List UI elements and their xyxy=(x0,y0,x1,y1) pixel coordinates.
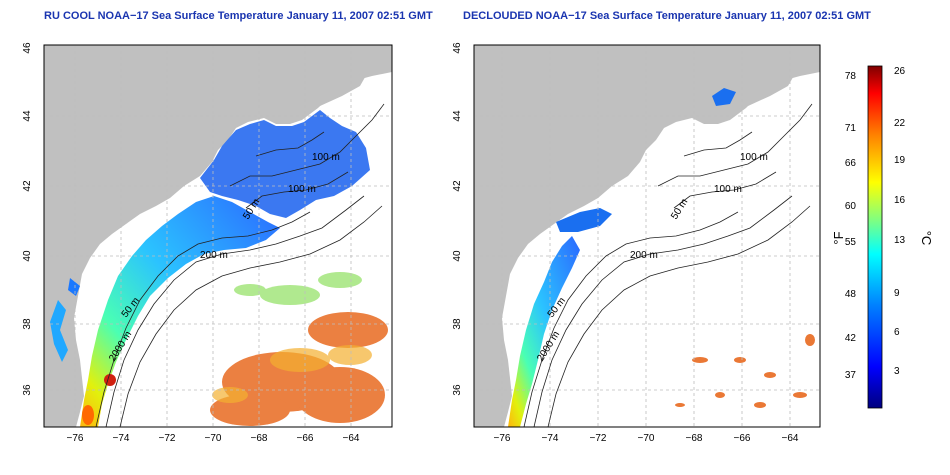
lat-tick: 38 xyxy=(22,318,33,330)
lat-tick: 40 xyxy=(22,250,33,262)
left-map-chesapeake xyxy=(50,300,68,362)
lat-tick: 38 xyxy=(452,318,463,330)
lon-tick: −66 xyxy=(734,433,751,444)
left-map-bathymetry xyxy=(95,103,385,428)
right-map-sst-coastal xyxy=(508,236,580,427)
left-map-sst-gulf-stream xyxy=(210,312,388,426)
lon-tick: −68 xyxy=(251,433,268,444)
celsius-tick: 6 xyxy=(894,327,900,338)
lon-tick: −72 xyxy=(159,433,176,444)
left-map-sst-coastal xyxy=(80,196,280,427)
left-map-land-nova-scotia xyxy=(290,70,368,114)
fahrenheit-tick: 37 xyxy=(845,370,857,381)
lat-tick: 46 xyxy=(452,42,463,54)
lon-tick: −70 xyxy=(638,433,655,444)
right-map-grid xyxy=(474,45,820,427)
lat-tick: 46 xyxy=(22,42,33,54)
celsius-tick: 13 xyxy=(894,235,906,246)
contour-label: 200 m xyxy=(630,250,658,261)
right-map-sst-warm-patches xyxy=(675,334,815,408)
right-map-bathymetry xyxy=(523,103,813,428)
right-map: 100 m 100 m 50 m 200 m 50 m 2000 m −76 −… xyxy=(452,42,821,444)
left-map-title: RU COOL NOAA−17 Sea Surface Temperature … xyxy=(44,10,433,22)
lat-tick: 42 xyxy=(22,180,33,192)
right-map-lon-ticks: −76 −74 −72 −70 −68 −66 −64 xyxy=(494,433,799,444)
celsius-tick: 19 xyxy=(894,155,906,166)
lat-tick: 36 xyxy=(452,384,463,396)
left-map-sst-gulf-of-maine xyxy=(200,110,370,218)
contour-label: 200 m xyxy=(200,250,228,261)
fahrenheit-tick: 71 xyxy=(845,123,857,134)
lat-tick: 36 xyxy=(22,384,33,396)
fahrenheit-tick: 42 xyxy=(845,333,857,344)
left-map-delaware-bay xyxy=(68,278,80,296)
fahrenheit-tick: 48 xyxy=(845,289,857,300)
fahrenheit-unit: °F xyxy=(831,231,846,244)
colorbar-celsius-ticks: 26 22 19 16 13 9 6 3 xyxy=(894,66,906,377)
left-map-land xyxy=(44,45,392,427)
lon-tick: −72 xyxy=(590,433,607,444)
fahrenheit-tick: 55 xyxy=(845,237,857,248)
lon-tick: −74 xyxy=(542,433,559,444)
celsius-unit: °C xyxy=(919,231,934,246)
colorbar: 78 71 66 60 55 48 42 37 26 22 19 16 13 9… xyxy=(831,65,934,409)
right-map-land-nova-scotia xyxy=(718,70,796,114)
fahrenheit-tick: 60 xyxy=(845,201,857,212)
lon-tick: −66 xyxy=(297,433,314,444)
fahrenheit-tick: 66 xyxy=(845,158,857,169)
colorbar-fahrenheit-ticks: 78 71 66 60 55 48 42 37 xyxy=(845,71,857,381)
celsius-tick: 22 xyxy=(894,118,906,129)
left-map-land-ne xyxy=(352,45,392,70)
right-map-land xyxy=(474,45,820,427)
right-map-frame xyxy=(473,44,821,428)
contour-label: 100 m xyxy=(740,152,768,163)
fahrenheit-tick: 78 xyxy=(845,71,857,82)
left-map-lat-ticks: 36 38 40 42 44 46 xyxy=(22,42,33,396)
right-map-title: DECLOUDED NOAA−17 Sea Surface Temperatur… xyxy=(463,10,871,22)
lon-tick: −70 xyxy=(205,433,222,444)
lon-tick: −74 xyxy=(113,433,130,444)
celsius-tick: 9 xyxy=(894,288,900,299)
contour-label: 100 m xyxy=(312,152,340,163)
lat-tick: 40 xyxy=(452,250,463,262)
left-map-frame xyxy=(43,44,393,428)
lon-tick: −68 xyxy=(686,433,703,444)
left-map: 100 m 100 m 50 m 200 m 50 m 2000 m −76 −… xyxy=(22,42,393,444)
celsius-tick: 16 xyxy=(894,195,906,206)
celsius-tick: 3 xyxy=(894,366,900,377)
lat-tick: 44 xyxy=(22,110,33,122)
left-map-lon-ticks: −76 −74 −72 −70 −68 −66 −64 xyxy=(67,433,360,444)
lon-tick: −64 xyxy=(782,433,799,444)
colorbar-scale xyxy=(867,65,883,409)
right-map-sst-ns xyxy=(712,88,736,106)
celsius-tick: 26 xyxy=(894,66,906,77)
contour-label: 100 m xyxy=(288,184,316,195)
lat-tick: 44 xyxy=(452,110,463,122)
lon-tick: −64 xyxy=(343,433,360,444)
right-map-lat-ticks: 36 38 40 42 44 46 xyxy=(452,42,463,396)
contour-label: 100 m xyxy=(714,184,742,195)
left-map-grid xyxy=(44,45,392,427)
lon-tick: −76 xyxy=(67,433,84,444)
lon-tick: −76 xyxy=(494,433,511,444)
lat-tick: 42 xyxy=(452,180,463,192)
